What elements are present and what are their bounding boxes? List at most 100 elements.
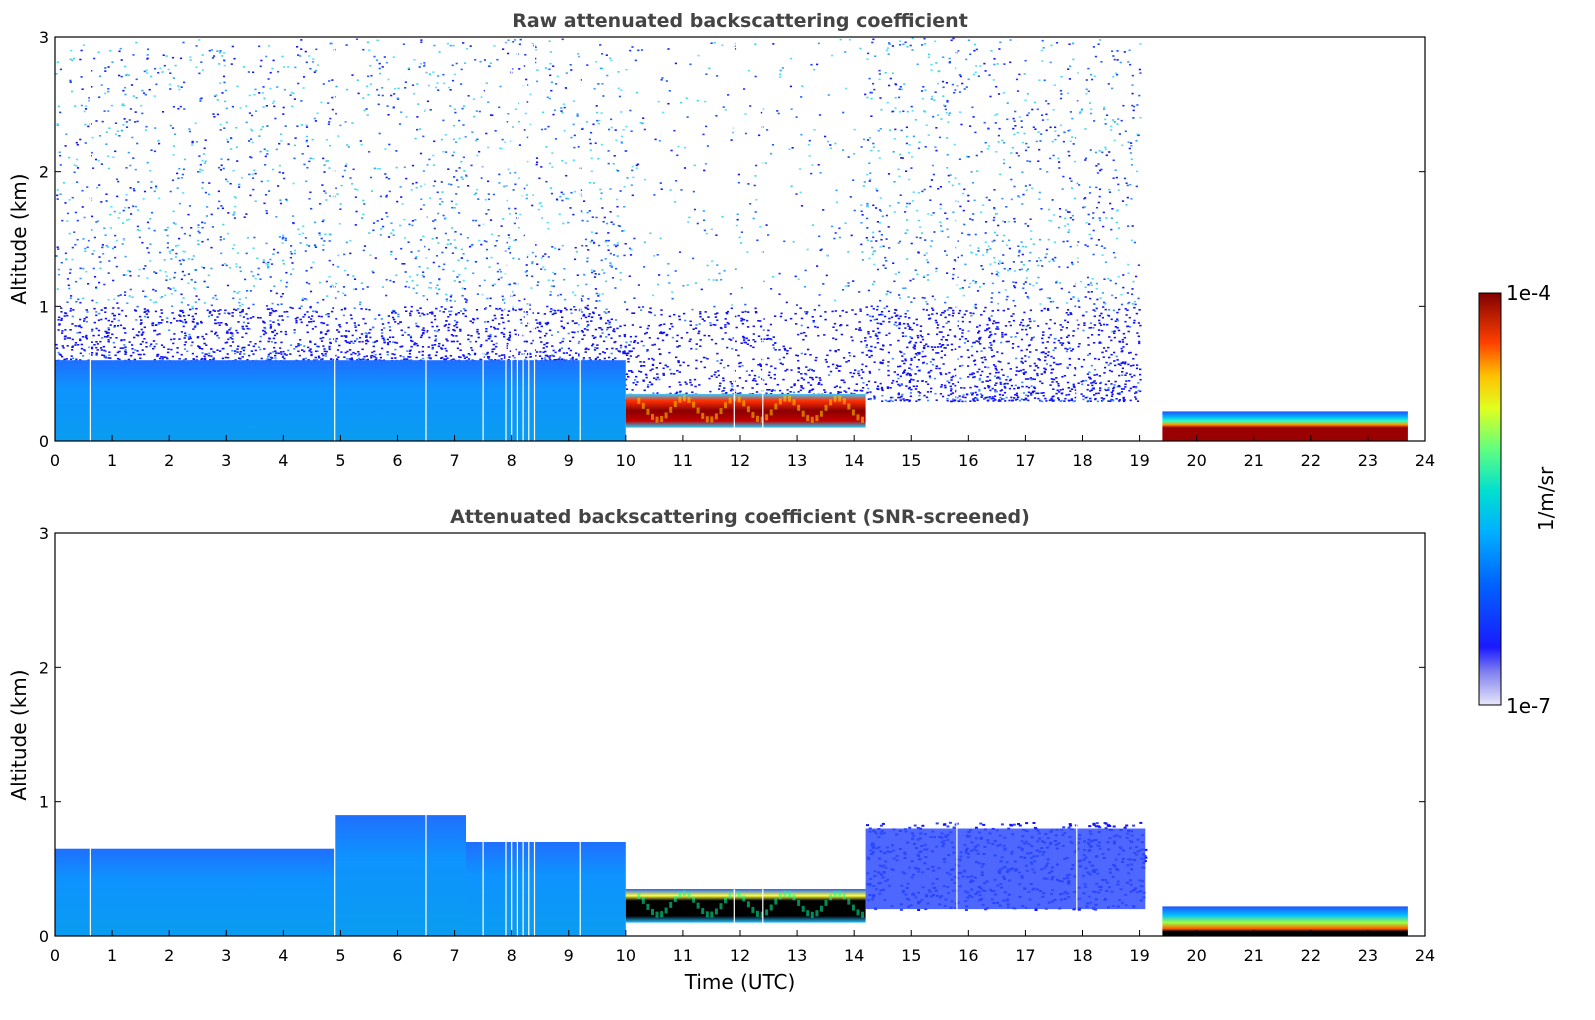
noise-pixel bbox=[872, 236, 875, 239]
noise-pixel bbox=[69, 268, 72, 271]
noise-pixel bbox=[566, 322, 569, 325]
noise-pixel bbox=[97, 51, 100, 53]
noise-pixel bbox=[132, 54, 135, 56]
noise-pixel bbox=[171, 249, 174, 251]
noise-pixel bbox=[442, 214, 445, 217]
noise-pixel bbox=[365, 333, 369, 335]
noise-pixel bbox=[657, 283, 660, 286]
noise-pixel bbox=[87, 239, 91, 242]
noise-pixel bbox=[265, 212, 268, 215]
noise-pixel bbox=[233, 244, 236, 246]
noise-pixel bbox=[1115, 398, 1118, 400]
noise-pixel bbox=[118, 74, 121, 77]
noise-pixel bbox=[578, 353, 581, 355]
noise-pixel bbox=[99, 75, 102, 78]
noise-pixel bbox=[403, 166, 406, 169]
noise-pixel bbox=[153, 345, 156, 348]
noise-pixel bbox=[626, 177, 629, 179]
noise-pixel bbox=[764, 162, 767, 164]
noise-pixel bbox=[314, 120, 317, 122]
noise-pixel bbox=[121, 103, 124, 105]
noise-pixel bbox=[985, 251, 989, 253]
noise-pixel bbox=[309, 157, 312, 160]
noise-pixel bbox=[703, 334, 706, 337]
noise-pixel bbox=[656, 254, 659, 256]
noise-pixel bbox=[98, 312, 101, 315]
noise-pixel bbox=[159, 251, 162, 254]
noise-pixel bbox=[310, 351, 313, 353]
noise-pixel bbox=[433, 140, 436, 143]
noise-pixel bbox=[944, 301, 947, 304]
noise-pixel bbox=[314, 246, 318, 248]
noise-pixel bbox=[91, 253, 94, 255]
noise-pixel bbox=[134, 349, 137, 351]
noise-pixel bbox=[275, 332, 279, 335]
noise-pixel bbox=[493, 348, 496, 350]
noise-pixel bbox=[1017, 345, 1020, 348]
noise-pixel bbox=[109, 324, 112, 326]
noise-pixel bbox=[357, 357, 361, 360]
noise-pixel bbox=[563, 268, 566, 270]
noise-pixel bbox=[734, 315, 737, 318]
noise-pixel bbox=[926, 274, 929, 276]
noise-pixel bbox=[544, 322, 547, 325]
noise-pixel bbox=[280, 140, 283, 142]
noise-pixel bbox=[1074, 305, 1077, 308]
noise-pixel bbox=[592, 337, 596, 339]
noise-pixel bbox=[796, 354, 799, 357]
noise-pixel bbox=[946, 272, 949, 274]
noise-pixel bbox=[331, 284, 334, 287]
noise-pixel bbox=[682, 285, 685, 287]
noise-pixel bbox=[361, 340, 364, 343]
noise-pixel bbox=[360, 282, 363, 284]
noise-pixel bbox=[559, 293, 562, 296]
noise-pixel bbox=[1013, 270, 1016, 272]
noise-pixel bbox=[935, 127, 938, 129]
noise-pixel bbox=[245, 252, 248, 255]
noise-pixel bbox=[475, 309, 479, 311]
noise-pixel bbox=[147, 251, 150, 254]
noise-pixel bbox=[1008, 321, 1011, 323]
noise-pixel bbox=[947, 236, 950, 238]
noise-pixel bbox=[976, 350, 979, 353]
noise-pixel bbox=[948, 181, 951, 183]
noise-pixel bbox=[868, 180, 871, 182]
noise-pixel bbox=[1131, 225, 1134, 227]
noise-pixel bbox=[1109, 279, 1112, 282]
noise-pixel bbox=[978, 368, 981, 371]
noise-pixel bbox=[1122, 388, 1125, 390]
noise-pixel bbox=[127, 206, 130, 209]
noise-pixel bbox=[773, 377, 776, 380]
noise-pixel bbox=[1014, 281, 1018, 284]
noise-pixel bbox=[231, 341, 235, 343]
noise-pixel bbox=[608, 128, 611, 131]
noise-pixel bbox=[528, 304, 531, 306]
noise-pixel bbox=[853, 209, 856, 212]
noise-pixel bbox=[365, 342, 368, 345]
noise-pixel bbox=[318, 232, 321, 234]
noise-pixel bbox=[252, 303, 255, 306]
noise-pixel bbox=[755, 391, 759, 393]
noise-pixel bbox=[140, 319, 143, 321]
noise-pixel bbox=[251, 141, 254, 144]
noise-pixel bbox=[923, 188, 926, 191]
noise-pixel bbox=[838, 236, 842, 239]
noise-pixel bbox=[1131, 84, 1134, 86]
noise-pixel bbox=[967, 39, 970, 42]
noise-pixel bbox=[967, 330, 970, 332]
noise-pixel bbox=[1126, 196, 1129, 199]
noise-pixel bbox=[1137, 322, 1140, 324]
noise-pixel bbox=[989, 248, 992, 250]
noise-pixel bbox=[876, 305, 879, 308]
noise-pixel bbox=[161, 111, 165, 113]
noise-pixel bbox=[829, 144, 832, 146]
noise-pixel bbox=[234, 352, 237, 355]
noise-pixel bbox=[916, 334, 919, 337]
noise-pixel bbox=[835, 385, 838, 387]
noise-pixel bbox=[598, 300, 601, 302]
noise-pixel bbox=[525, 197, 528, 200]
noise-pixel bbox=[97, 329, 101, 332]
noise-pixel bbox=[585, 283, 588, 286]
noise-pixel bbox=[1128, 389, 1131, 392]
noise-pixel bbox=[1010, 396, 1013, 399]
